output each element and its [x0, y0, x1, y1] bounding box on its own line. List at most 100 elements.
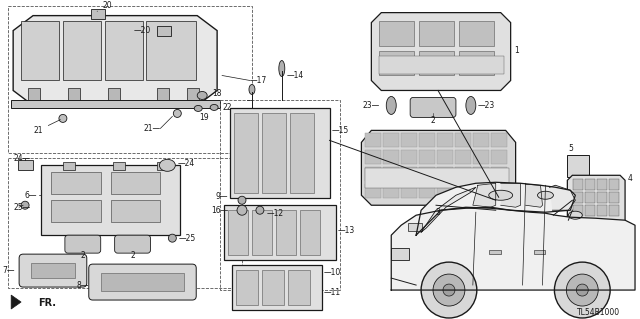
Polygon shape [525, 184, 543, 207]
Ellipse shape [279, 61, 285, 77]
Bar [455, 133, 471, 147]
Bar [383, 184, 399, 198]
FancyBboxPatch shape [19, 254, 87, 287]
Bar [455, 184, 471, 198]
Bar [419, 133, 435, 147]
Polygon shape [550, 185, 575, 210]
Text: 9—: 9— [216, 192, 228, 201]
Text: —10: —10 [324, 268, 341, 277]
Bar [573, 205, 583, 216]
Text: 1: 1 [515, 46, 520, 55]
Bar [111, 200, 161, 222]
Circle shape [421, 262, 477, 318]
Ellipse shape [238, 196, 246, 204]
Ellipse shape [489, 190, 513, 200]
Polygon shape [13, 16, 217, 106]
Bar [380, 56, 504, 73]
Text: 19: 19 [199, 113, 209, 122]
Bar [228, 210, 248, 255]
Bar [224, 205, 335, 260]
Ellipse shape [387, 96, 396, 115]
Bar [232, 265, 322, 310]
Text: TL54B1000: TL54B1000 [577, 308, 620, 316]
Text: 2: 2 [431, 116, 435, 125]
Ellipse shape [466, 96, 476, 115]
Text: 20: 20 [97, 1, 113, 11]
Text: 23—: 23— [362, 101, 380, 110]
Text: 8—: 8— [76, 281, 89, 290]
Bar [11, 100, 220, 108]
Ellipse shape [237, 205, 247, 215]
Text: —20: —20 [133, 26, 150, 35]
Circle shape [433, 274, 465, 306]
FancyBboxPatch shape [65, 235, 100, 253]
Bar [380, 21, 414, 46]
Ellipse shape [21, 201, 29, 209]
Bar [383, 167, 399, 181]
Text: 6—: 6— [24, 191, 37, 200]
Bar [91, 9, 105, 19]
Polygon shape [500, 183, 520, 207]
Bar [489, 250, 500, 254]
Polygon shape [371, 13, 511, 91]
Text: —14: —14 [287, 71, 304, 80]
Bar [51, 200, 100, 222]
Bar [437, 133, 453, 147]
Bar [473, 167, 489, 181]
Bar [391, 248, 409, 260]
FancyBboxPatch shape [89, 264, 196, 300]
Bar [585, 179, 595, 190]
Bar [585, 205, 595, 216]
Bar [8, 158, 242, 288]
Text: 4: 4 [628, 174, 633, 183]
Bar [380, 50, 414, 76]
Text: 16—: 16— [211, 206, 228, 215]
Bar [276, 210, 296, 255]
Bar [262, 114, 286, 193]
Bar [157, 26, 172, 36]
Circle shape [577, 284, 588, 296]
Text: 25—: 25— [13, 203, 31, 212]
Bar [408, 223, 422, 231]
Bar [234, 114, 258, 193]
Ellipse shape [168, 234, 177, 242]
Text: —25: —25 [179, 234, 196, 243]
Text: 22: 22 [222, 103, 232, 112]
Ellipse shape [159, 159, 175, 171]
Bar [401, 167, 417, 181]
Bar [491, 150, 507, 164]
Bar [401, 184, 417, 198]
Bar [28, 88, 40, 100]
Ellipse shape [173, 109, 181, 117]
Text: 2: 2 [81, 251, 85, 260]
Bar [491, 184, 507, 198]
Bar [365, 167, 381, 181]
Circle shape [566, 274, 598, 306]
Bar [157, 162, 170, 170]
Bar [100, 273, 184, 291]
Bar [419, 21, 454, 46]
Bar [573, 179, 583, 190]
Polygon shape [568, 175, 625, 225]
Text: —23: —23 [478, 101, 495, 110]
Bar [365, 184, 381, 198]
Bar [236, 270, 258, 305]
Bar [365, 150, 381, 164]
Text: 18: 18 [212, 89, 221, 98]
Bar [437, 184, 453, 198]
Bar [473, 133, 489, 147]
Bar [111, 172, 161, 194]
Text: 2: 2 [130, 251, 135, 260]
Text: —12: —12 [267, 209, 284, 218]
Bar [21, 21, 59, 80]
Bar [41, 165, 180, 235]
Polygon shape [11, 295, 21, 309]
Bar [230, 108, 330, 198]
Text: FR.: FR. [38, 298, 56, 308]
Bar [63, 162, 75, 170]
Bar [609, 205, 619, 216]
Text: —13: —13 [337, 226, 355, 235]
Bar [573, 192, 583, 203]
FancyBboxPatch shape [115, 235, 150, 253]
Bar [568, 155, 589, 177]
